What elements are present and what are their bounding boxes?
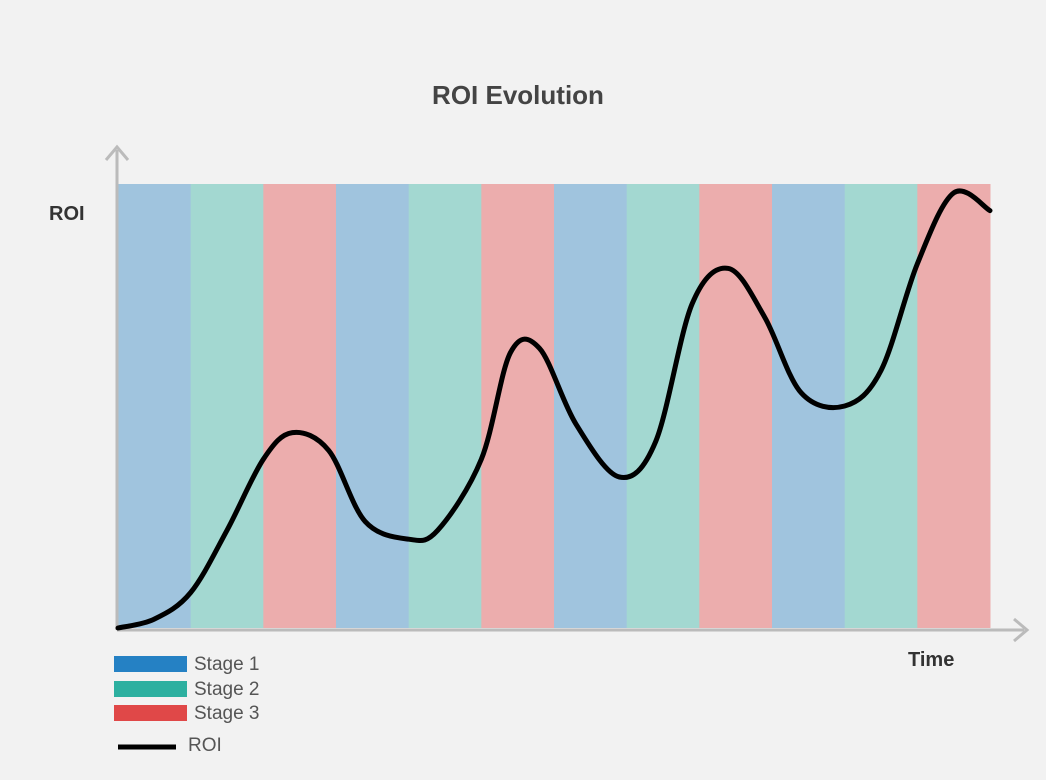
legend-swatch-2 bbox=[114, 681, 187, 697]
stage-band-1 bbox=[118, 184, 192, 628]
legend-label-3: Stage 3 bbox=[194, 703, 260, 724]
y-axis-label: ROI bbox=[49, 203, 85, 225]
stage-band-11 bbox=[844, 184, 918, 628]
axes bbox=[104, 144, 1030, 643]
stage-band-3 bbox=[263, 184, 337, 628]
chart-title: ROI Evolution bbox=[432, 80, 604, 110]
stage-band-8 bbox=[626, 184, 700, 628]
stage-band-5 bbox=[408, 184, 482, 628]
legend-swatch-1 bbox=[114, 656, 187, 672]
x-axis-label: Time bbox=[908, 649, 954, 671]
x-axis-arrow-icon bbox=[1013, 617, 1030, 643]
legend-label-2: Stage 2 bbox=[194, 679, 260, 700]
stage-band-9 bbox=[699, 184, 773, 628]
legend-swatch-3 bbox=[114, 705, 187, 721]
stage-band-4 bbox=[336, 184, 410, 628]
legend-label-roi: ROI bbox=[188, 735, 222, 756]
roi-series-line bbox=[115, 188, 993, 631]
legend: Stage 1 Stage 2 Stage 3 ROI bbox=[114, 654, 260, 756]
stage-bands bbox=[118, 184, 991, 628]
y-axis-arrow-icon bbox=[104, 144, 130, 161]
stage-band-12 bbox=[917, 184, 991, 628]
stage-band-6 bbox=[481, 184, 555, 628]
stage-band-2 bbox=[190, 184, 264, 628]
legend-label-1: Stage 1 bbox=[194, 654, 260, 675]
